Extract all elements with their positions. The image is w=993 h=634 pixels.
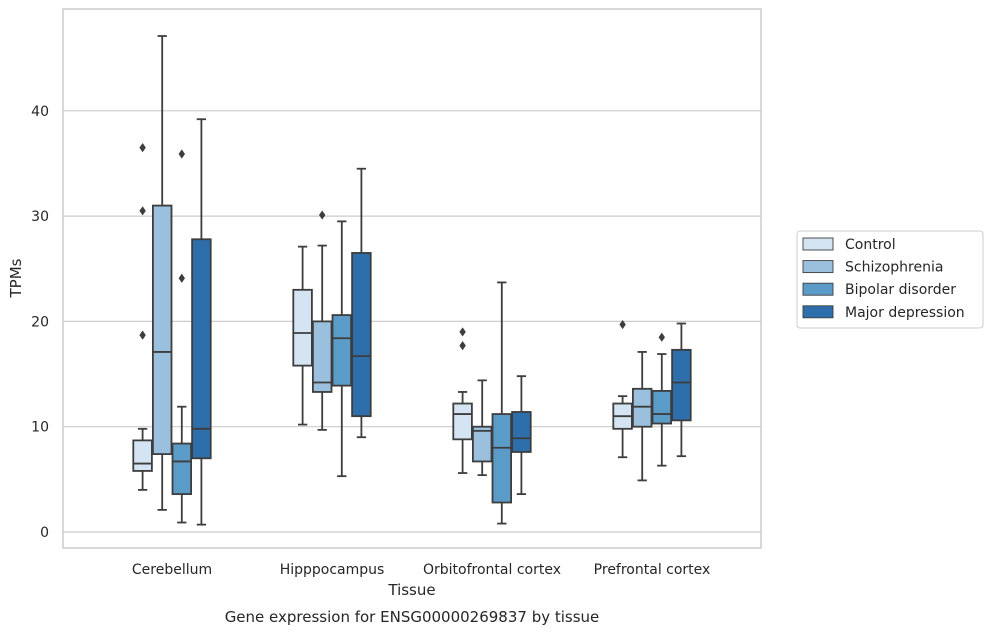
outlier-point (178, 149, 185, 159)
box-group (191, 118, 212, 526)
legend-label: Major depression (845, 305, 965, 321)
box-series (132, 35, 692, 526)
iqr-box (651, 389, 673, 425)
legend-label: Schizophrenia (845, 260, 943, 276)
x-tick-label: Cerebellum (132, 562, 212, 578)
box-group (612, 319, 633, 459)
box-group (331, 220, 353, 478)
box-group (311, 210, 333, 431)
iqr-box (191, 238, 212, 460)
x-tick-label: Orbitofrontal cortex (423, 562, 561, 578)
outlier-point (178, 273, 185, 283)
iqr-box (331, 314, 353, 387)
plot-frame (62, 8, 762, 549)
outlier-point (459, 327, 466, 337)
box-group (651, 332, 673, 467)
box-group (511, 375, 532, 495)
x-tick-label: Hipppocampus (280, 562, 385, 578)
legend-swatch (802, 282, 834, 296)
iqr-box (671, 348, 692, 422)
iqr-box (132, 439, 153, 472)
y-tick-label: 40 (31, 104, 49, 120)
iqr-box (632, 387, 653, 428)
legend-label: Control (845, 237, 896, 253)
iqr-box (292, 288, 313, 367)
legend-frame (796, 230, 984, 329)
iqr-box (491, 413, 513, 504)
box-group (171, 149, 193, 524)
box-group (151, 35, 173, 511)
legend: Control Schizophrenia Bipolar disorder Majo… (796, 230, 984, 329)
box-group (132, 143, 153, 491)
iqr-box (151, 204, 173, 455)
legend-label: Bipolar disorder (845, 282, 956, 298)
outlier-point (459, 341, 466, 351)
iqr-box (452, 402, 473, 441)
iqr-box (171, 442, 193, 495)
y-tick-label: 10 (31, 420, 49, 436)
legend-swatch (802, 237, 834, 251)
iqr-box (311, 320, 333, 393)
iqr-box (351, 252, 372, 418)
outlier-point (139, 206, 146, 216)
x-axis-label: Tissue (387, 581, 435, 599)
legend-swatch (802, 260, 834, 274)
x-axis-ticks: Cerebellum Hipppocampus Orbitofrontal cort… (132, 562, 710, 578)
x-tick-label: Prefrontal cortex (594, 562, 711, 578)
box-group (491, 281, 513, 525)
y-tick-label: 30 (31, 209, 49, 225)
box-group (632, 351, 653, 482)
outlier-point (658, 332, 665, 342)
chart-caption: Gene expression for ENSG00000269837 by t… (225, 608, 600, 626)
iqr-box (511, 411, 532, 453)
outlier-point (139, 330, 146, 340)
box-group (452, 327, 473, 474)
y-axis-label: TPMs (7, 258, 25, 298)
outlier-point (319, 210, 326, 220)
y-axis-ticks: 0 10 20 30 40 (31, 104, 49, 541)
box-group (471, 379, 493, 477)
box-group (351, 167, 372, 439)
y-tick-label: 0 (40, 525, 49, 541)
outlier-point (619, 319, 626, 330)
box-group (671, 322, 692, 458)
legend-swatch (802, 305, 834, 319)
y-tick-label: 20 (31, 314, 49, 330)
iqr-box (471, 425, 493, 463)
box-group (292, 245, 313, 426)
outlier-point (139, 143, 146, 153)
